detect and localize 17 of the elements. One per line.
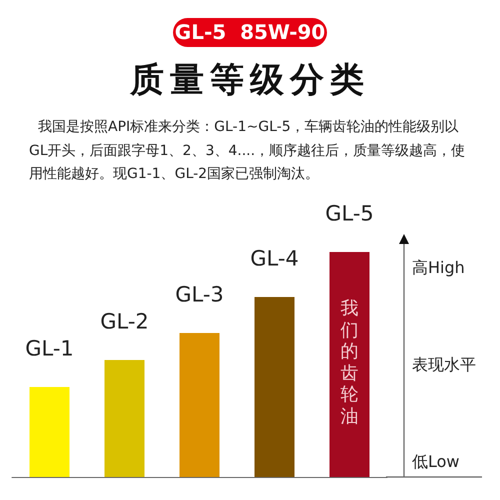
annotation: 我们的齿轮油 — [340, 298, 360, 427]
text: 低Low — [412, 452, 460, 473]
bar — [104, 360, 144, 477]
bar — [254, 297, 294, 477]
text: 表现水平 — [412, 355, 476, 376]
x-tick-label: GL-2 — [100, 310, 149, 334]
chart-subtitle: 我国是按照API标准来分类：GL-1~GL-5，车辆齿轮油的性能级别以GL开头，后面跟字母1、2、3、4....，顺序越往后，质量等级越高，使用性能越好。现G1-1、GL-2国家已强制淘汰。 — [29, 118, 466, 184]
bar — [30, 387, 70, 477]
chart-title: 质量等级分类 — [128, 59, 371, 102]
x-tick-label: GL-3 — [175, 282, 224, 306]
x-tick-label: GL-4 — [250, 246, 299, 270]
text: GL-5 85W-90 — [173, 18, 327, 47]
bar — [180, 333, 220, 477]
x-tick-label: GL-1 — [25, 336, 74, 360]
text: 高High — [412, 258, 465, 279]
x-tick-label: GL-5 — [325, 202, 374, 226]
bar — [330, 252, 370, 477]
